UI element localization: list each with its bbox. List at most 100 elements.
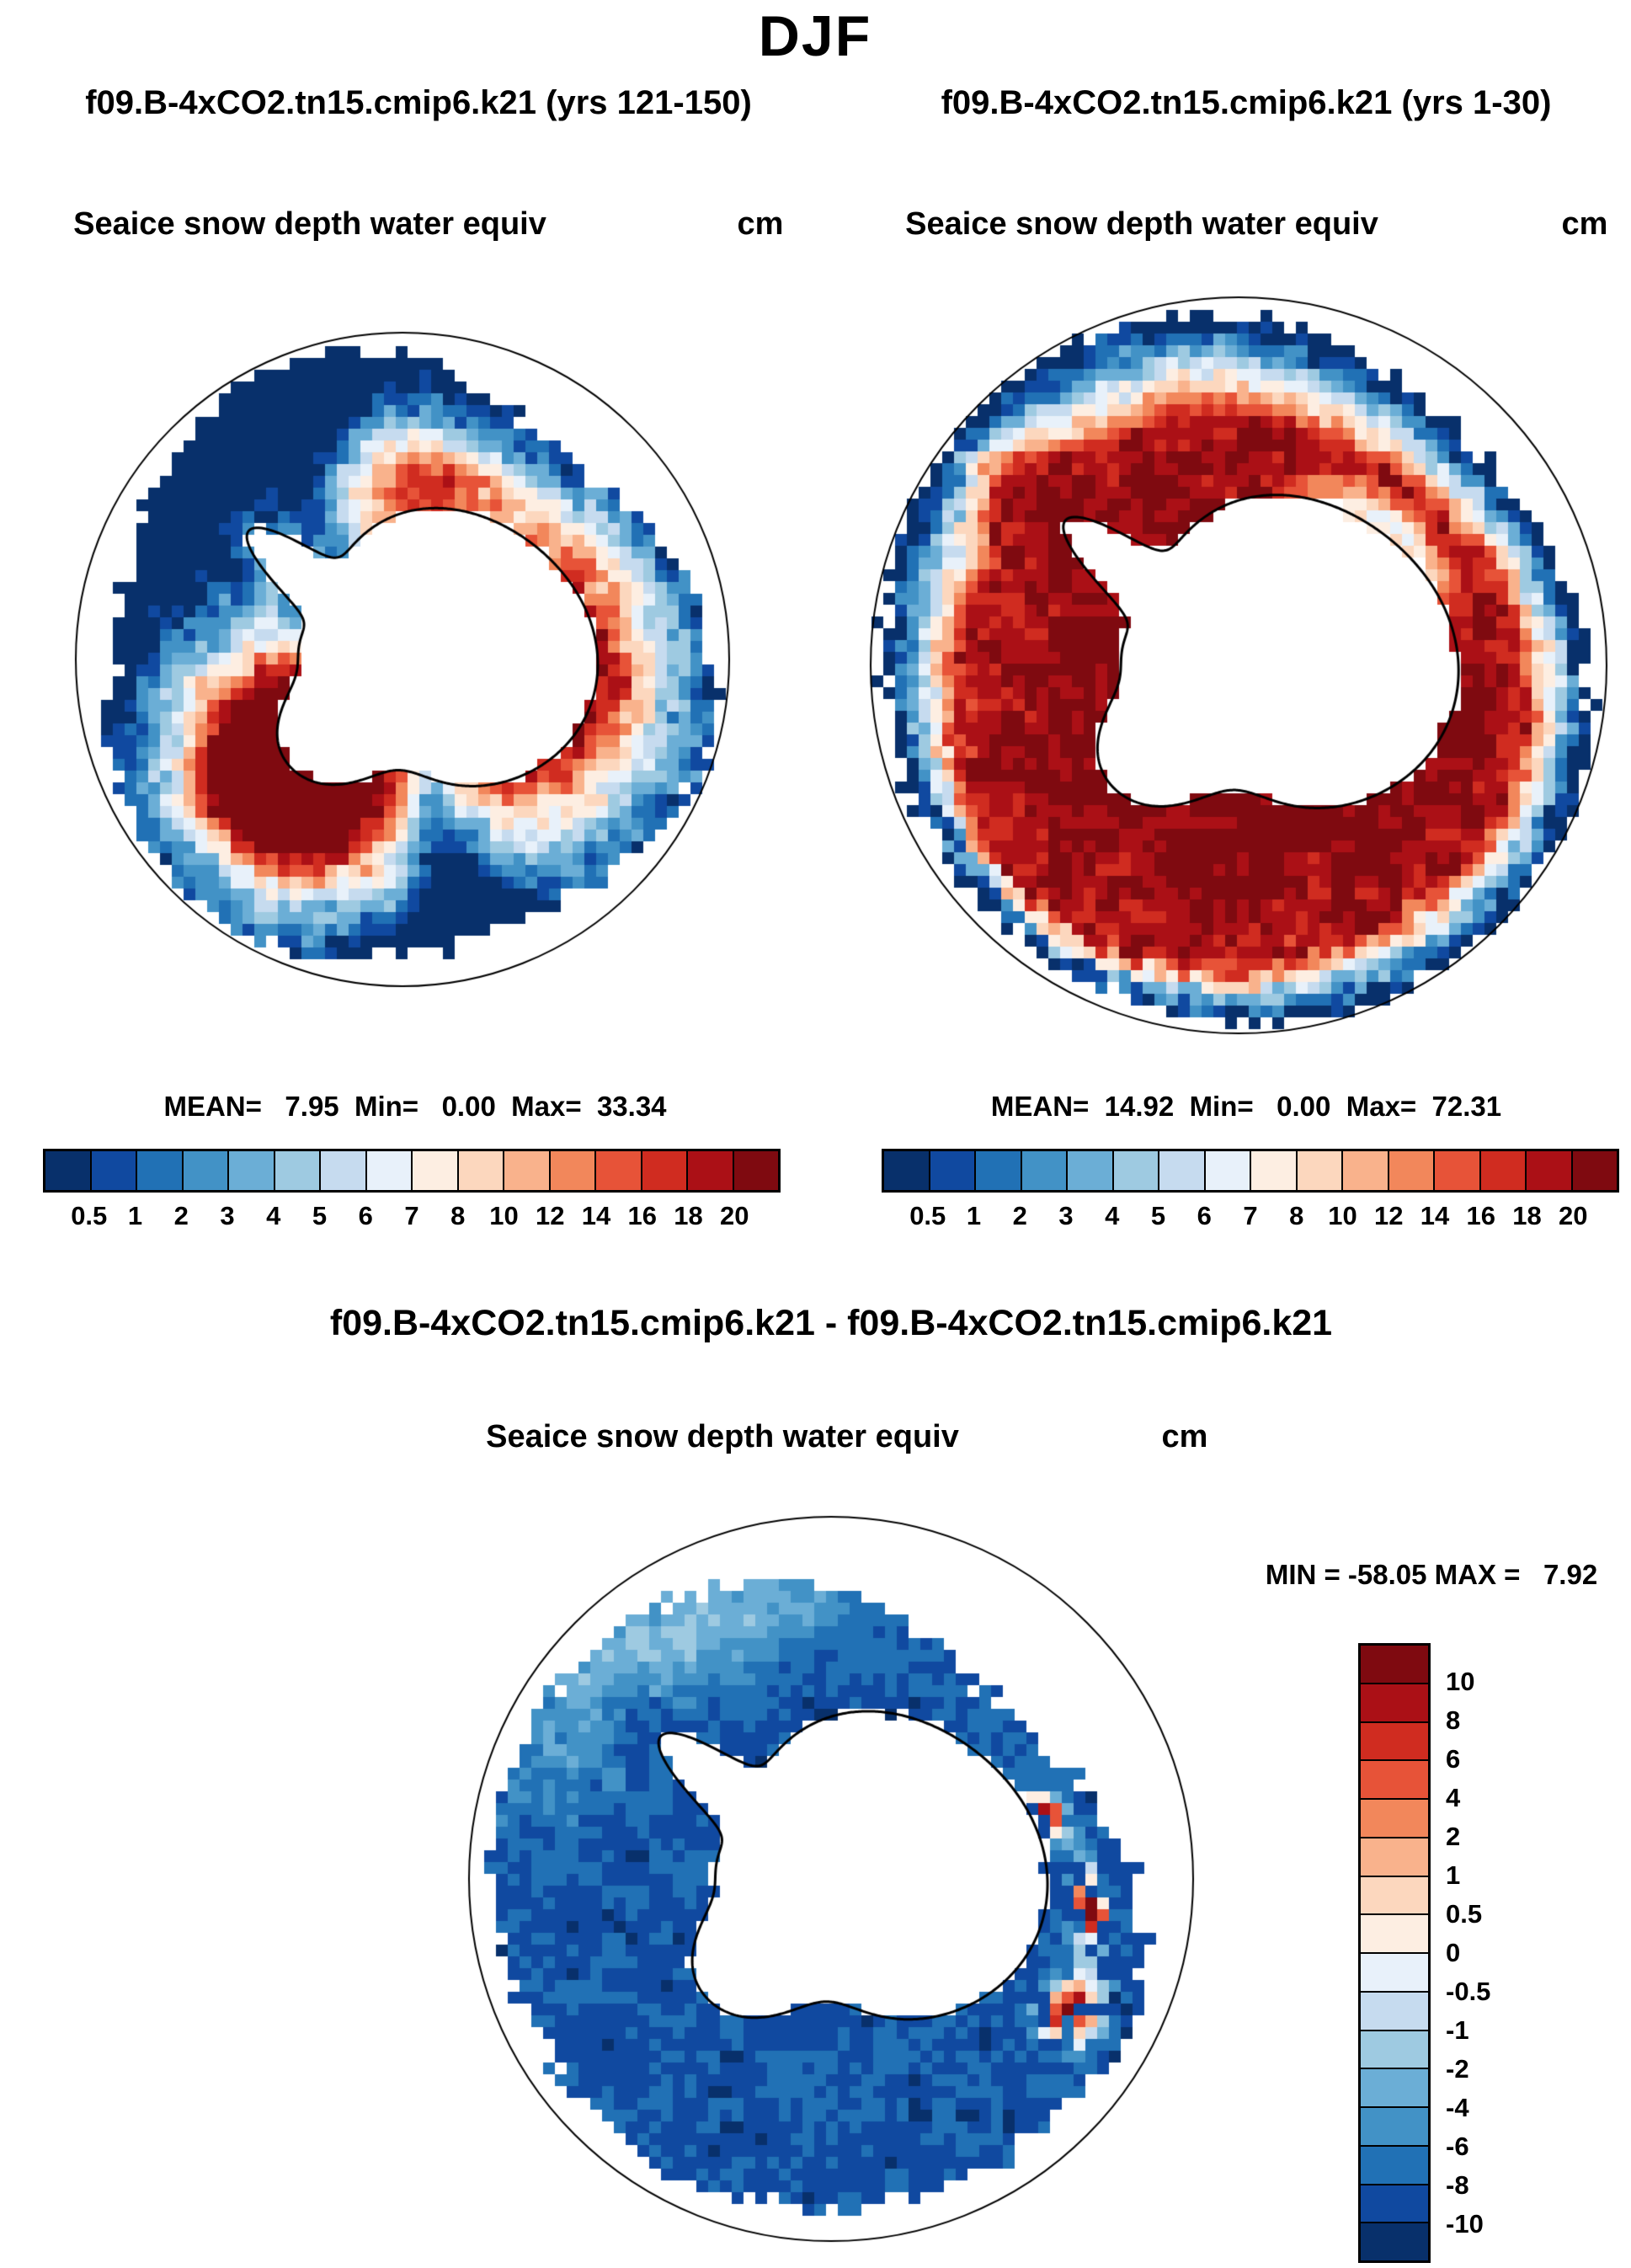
colorbar-box xyxy=(274,1151,321,1190)
colorbar-box xyxy=(1068,1151,1114,1190)
field-label-right: Seaice snow depth water equiv xyxy=(905,206,1378,242)
colorbar-box xyxy=(137,1151,184,1190)
page-title: DJF xyxy=(758,4,872,68)
colorbar-box xyxy=(1205,1151,1251,1190)
colorbar-box xyxy=(1361,2069,1428,2108)
colorbar-tick-label: 5 xyxy=(312,1201,328,1230)
colorbar-tick-label: -0.5 xyxy=(1446,1977,1491,2006)
colorbar-box xyxy=(458,1151,504,1190)
colorbar-tick-label: 3 xyxy=(220,1201,235,1230)
colorbar-tick-label: 4 xyxy=(1446,1783,1461,1812)
colorbar-box xyxy=(1361,2185,1428,2224)
map-yrs-1-30 xyxy=(860,286,1618,1044)
minmax-diff: MIN = -58.05 MAX = 7.92 xyxy=(1265,1559,1598,1590)
subtitle-right: f09.B-4xCO2.tn15.cmip6.k21 (yrs 1-30) xyxy=(941,84,1552,121)
colorbar-box xyxy=(321,1151,367,1190)
colorbar-tick-label: 8 xyxy=(1289,1201,1304,1230)
colorbar-box xyxy=(1159,1151,1206,1190)
colorbar-tick-label: 6 xyxy=(1446,1744,1461,1774)
units-label-left: cm xyxy=(737,206,784,242)
difference-title: f09.B-4xCO2.tn15.cmip6.k21 - f09.B-4xCO2… xyxy=(329,1303,1333,1343)
colorbar-tick-label: 16 xyxy=(627,1201,657,1230)
colorbar-tick-label: -10 xyxy=(1446,2209,1484,2239)
colorbar-tick-label: 18 xyxy=(674,1201,703,1230)
colorbar-box xyxy=(413,1151,459,1190)
map-yrs-121-150 xyxy=(66,323,739,996)
colorbar-box xyxy=(596,1151,642,1190)
colorbar-box xyxy=(884,1151,930,1190)
colorbar-left: 0.5 1 2 3 4 5 6 7 8 10 12 14 16 18 20 xyxy=(43,1149,781,1230)
stats-left: MEAN= 7.95 Min= 0.00 Max= 33.34 xyxy=(163,1091,667,1122)
colorbar-box xyxy=(45,1151,92,1190)
colorbar-tick-label: 7 xyxy=(1243,1201,1258,1230)
colorbar-tick-label: 5 xyxy=(1150,1201,1166,1230)
colorbar-box xyxy=(1113,1151,1159,1190)
field-label-left: Seaice snow depth water equiv xyxy=(73,206,546,242)
units-label-right: cm xyxy=(1561,206,1608,242)
colorbar-tick-label: 12 xyxy=(536,1201,565,1230)
colorbar-tick-label: 8 xyxy=(450,1201,466,1230)
colorbar-tick-label: 2 xyxy=(1446,1822,1461,1851)
colorbar-box xyxy=(183,1151,229,1190)
colorbar-tick-label: 1 xyxy=(127,1201,143,1230)
colorbar-tick-label: 4 xyxy=(266,1201,281,1230)
colorbar-tick-label: 0.5 xyxy=(1446,1899,1483,1929)
colorbar-box xyxy=(976,1151,1022,1190)
colorbar-tick-label: 20 xyxy=(1559,1201,1588,1230)
colorbar-tick-label: 18 xyxy=(1512,1201,1542,1230)
colorbar-box xyxy=(1361,1992,1428,2031)
colorbar-tick-label: 0.5 xyxy=(909,1201,946,1230)
colorbar-box xyxy=(1361,1838,1428,1877)
colorbar-box xyxy=(1361,2223,1428,2260)
colorbar-tick-labels: 0.5 1 2 3 4 5 6 7 8 10 12 14 16 18 20 xyxy=(43,1193,781,1231)
colorbar-tick-labels: 0.5 1 2 3 4 5 6 7 8 10 12 14 16 18 20 xyxy=(882,1193,1619,1231)
colorbar-tick-label: 16 xyxy=(1466,1201,1495,1230)
colorbar-box xyxy=(1297,1151,1343,1190)
colorbar-box xyxy=(1361,1646,1428,1684)
colorbar-box xyxy=(504,1151,551,1190)
colorbar-difference: 10 8 6 4 2 1 0.5 0 -0.5 -1 -2 -4 -6 -8 -10 xyxy=(1358,1643,1490,2263)
colorbar-box xyxy=(1361,2108,1428,2147)
colorbar-tick-label: 14 xyxy=(581,1201,611,1230)
colorbar-box xyxy=(930,1151,976,1190)
colorbar-tick-label: -8 xyxy=(1446,2170,1469,2200)
colorbar-tick-label: 10 xyxy=(1446,1667,1475,1696)
colorbar-tick-labels: 10 8 6 4 2 1 0.5 0 -0.5 -1 -2 -4 -6 -8 -10 xyxy=(1446,1643,1564,2263)
colorbar-box xyxy=(1527,1151,1573,1190)
colorbar-box xyxy=(91,1151,137,1190)
colorbar-tick-label: -6 xyxy=(1446,2132,1469,2161)
colorbar-box xyxy=(229,1151,275,1190)
colorbar-box xyxy=(1251,1151,1298,1190)
units-label-diff: cm xyxy=(1161,1419,1208,1454)
colorbar-box xyxy=(1361,1800,1428,1838)
map-difference xyxy=(461,1508,1202,2249)
colorbar-box xyxy=(1361,2031,1428,2070)
colorbar-tick-label: 7 xyxy=(404,1201,419,1230)
colorbar-box xyxy=(1343,1151,1389,1190)
colorbar-tick-label: 14 xyxy=(1420,1201,1450,1230)
colorbar-tick-label: 2 xyxy=(1012,1201,1027,1230)
colorbar-box xyxy=(550,1151,596,1190)
colorbar-box xyxy=(1361,1876,1428,1916)
stats-right: MEAN= 14.92 Min= 0.00 Max= 72.31 xyxy=(990,1091,1502,1122)
colorbar-tick-label: 20 xyxy=(720,1201,749,1230)
colorbar-box xyxy=(1480,1151,1527,1190)
colorbar-tick-label: 0.5 xyxy=(71,1201,108,1230)
colorbar-box xyxy=(1021,1151,1068,1190)
colorbar-tick-label: 3 xyxy=(1058,1201,1074,1230)
colorbar-box xyxy=(642,1151,688,1190)
colorbar-box xyxy=(1361,2146,1428,2185)
colorbar-box xyxy=(1361,1915,1428,1954)
colorbar-tick-label: -2 xyxy=(1446,2054,1469,2084)
colorbar-tick-label: 1 xyxy=(966,1201,982,1230)
colorbar-tick-label: 10 xyxy=(489,1201,519,1230)
colorbar-tick-label: 6 xyxy=(358,1201,373,1230)
colorbar-tick-label: 1 xyxy=(1446,1860,1461,1890)
colorbar-tick-label: 2 xyxy=(173,1201,189,1230)
colorbar-box xyxy=(733,1151,778,1190)
subtitle-left: f09.B-4xCO2.tn15.cmip6.k21 (yrs 121-150) xyxy=(85,84,752,121)
colorbar-box xyxy=(1361,1722,1428,1762)
colorbar-box xyxy=(1361,1684,1428,1723)
colorbar-tick-label: 10 xyxy=(1328,1201,1357,1230)
